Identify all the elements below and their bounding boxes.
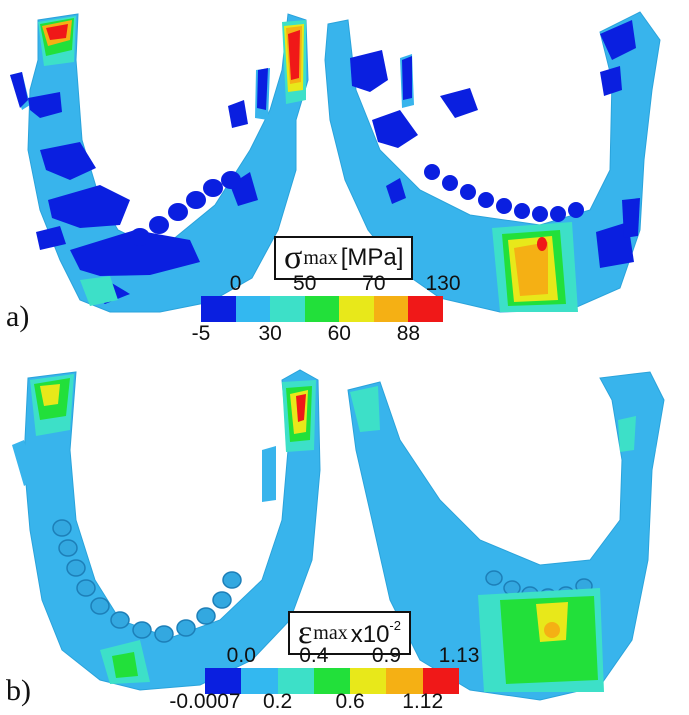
strain-color-bar (205, 668, 459, 694)
legend-tick-top: 130 (425, 272, 461, 295)
stress-color-bar (201, 296, 444, 322)
panel-label-b: b) (6, 674, 31, 707)
legend-tick-bottom: 0.6 (335, 690, 365, 713)
color-swatch (241, 668, 278, 694)
low-stress-regions (350, 20, 640, 268)
symphysis-stress (492, 222, 578, 312)
legend-tick-bottom: 88 (396, 322, 421, 345)
chin-stress (80, 276, 118, 306)
color-swatch (313, 668, 351, 694)
legend-tick-bottom: 0.2 (262, 690, 293, 713)
legend-tick-top: 50 (293, 272, 317, 295)
color-swatch (339, 296, 374, 322)
legend-tick-top: 0.4 (299, 644, 329, 667)
teeth (424, 164, 584, 222)
legend-unit-prefix: x10 (350, 620, 390, 648)
color-swatch (201, 296, 236, 322)
legend-tick-bottom: 30 (258, 322, 282, 345)
legend-unit: x10-2 (351, 618, 401, 649)
symphysis-strain (478, 588, 604, 692)
coronoid (640, 398, 656, 452)
panel-label-a: a) (6, 300, 30, 333)
legend-tick-top: 1.13 (438, 644, 480, 667)
coronoid (262, 446, 276, 502)
legend-tick-top: 0 (229, 272, 242, 295)
left-condyle-strain (40, 384, 60, 406)
teeth (130, 171, 241, 246)
legend-tick-top: 0.9 (371, 644, 402, 667)
legend-unit-exponent: -2 (389, 617, 401, 633)
low-stress-regions (10, 68, 268, 304)
legend-tick-bottom: -5 (191, 322, 211, 345)
right-condyle-strain (296, 394, 306, 422)
chin-strain (112, 652, 138, 678)
coronoid (12, 440, 34, 486)
color-swatch (304, 296, 340, 322)
color-swatch (205, 668, 242, 694)
ramus-strain (618, 416, 636, 452)
color-swatch (235, 296, 271, 322)
color-swatch (373, 296, 409, 322)
legend-subscript: max (313, 621, 348, 644)
legend-unit: [MPa] (340, 244, 404, 271)
epsilon-symbol: ε (298, 614, 313, 651)
panel-b-right-mandible (347, 371, 665, 701)
color-swatch (350, 668, 387, 694)
legend-tick-bottom: 60 (327, 322, 351, 345)
legend-tick-bottom: -0.0007 (169, 690, 241, 713)
sigma-symbol: σ (284, 239, 303, 276)
stress-legend-title: σ max [MPa] (274, 236, 414, 280)
right-condyle-stress (288, 30, 300, 80)
legend-tick-bottom: 1.12 (402, 690, 444, 713)
teeth (52, 519, 242, 643)
strain-legend-title: ε max x10-2 (288, 611, 411, 655)
color-swatch (386, 668, 423, 694)
mandible-notch (350, 386, 380, 432)
panel-b-left-mandible (12, 369, 321, 691)
panel-a-left-mandible (10, 13, 309, 313)
legend-tick-top: 70 (362, 272, 386, 295)
color-swatch (408, 296, 444, 322)
color-swatch (422, 668, 459, 694)
legend-subscript: max (303, 246, 338, 269)
color-swatch (277, 668, 314, 694)
legend-tick-top: 0.0 (226, 644, 256, 667)
color-swatch (270, 296, 305, 322)
left-condyle-stress (46, 24, 68, 40)
